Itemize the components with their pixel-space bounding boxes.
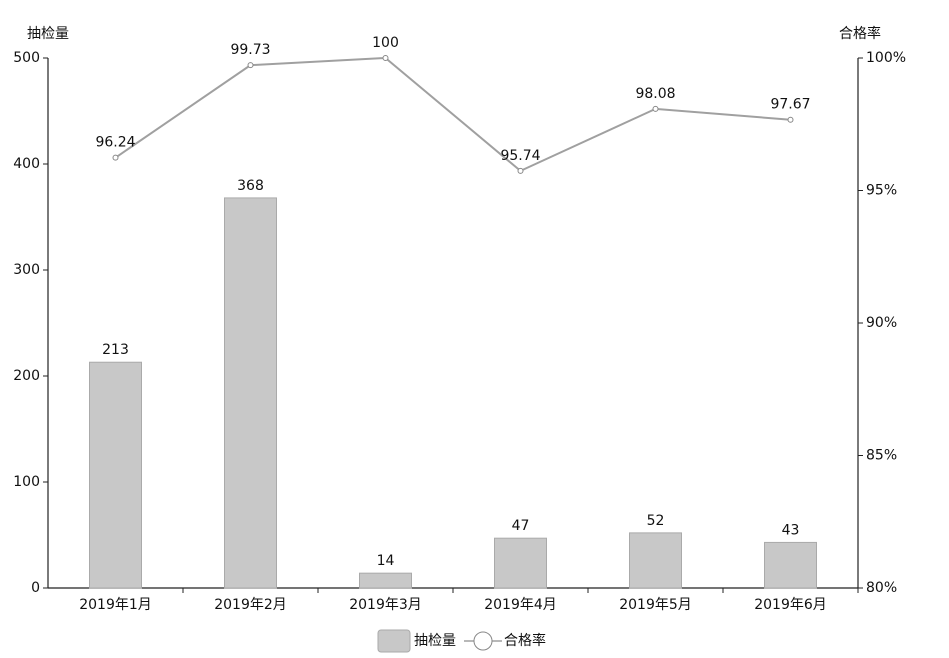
y2-axis-title: 合格率 [839,25,881,42]
y2-tick-label: 100% [866,50,906,66]
legend-marker [473,631,493,651]
line-point [247,62,254,69]
line-value-label: 100 [372,35,399,51]
y-tick-label: 100 [13,474,40,490]
line-value-label: 96.24 [95,135,135,151]
x-tick-label: 2019年5月 [619,597,692,613]
line-value-label: 98.08 [635,86,675,102]
x-tick-label: 2019年4月 [484,597,557,613]
bar [359,572,412,589]
bar-value-label: 368 [237,178,264,194]
legend-label: 抽检量 [414,633,456,649]
bar-value-label: 52 [647,513,665,529]
bar [764,541,817,589]
y2-tick-label: 85% [866,448,897,464]
line-value-label: 99.73 [230,42,270,58]
line-point [517,167,524,174]
x-tick-label: 2019年6月 [754,597,827,613]
y-tick-label: 400 [13,156,40,172]
y2-tick-label: 80% [866,580,897,596]
line-value-label: 95.74 [500,148,540,164]
line-value-label: 97.67 [770,97,810,113]
line-point [382,55,389,61]
y2-tick-label: 95% [866,183,897,199]
bar-value-label: 14 [377,553,395,569]
y-tick-label: 0 [31,580,40,596]
legend-label: 合格率 [504,632,546,649]
line-point [787,116,794,123]
line-point [112,154,119,161]
y-tick-label: 300 [13,262,40,278]
x-tick-label: 2019年3月 [349,597,422,613]
bar-value-label: 213 [102,342,129,358]
legend-swatch [377,629,411,653]
bar [494,537,547,589]
bar [629,532,682,589]
bar [89,361,142,589]
line-point [652,105,659,112]
x-tick-label: 2019年1月 [79,597,152,613]
bar [224,197,277,589]
y-tick-label: 500 [13,50,40,66]
y-tick-label: 200 [13,368,40,384]
bar-value-label: 43 [782,522,800,538]
y-axis-title: 抽检量 [27,26,69,42]
line [114,56,791,173]
y2-tick-label: 90% [866,315,897,331]
bar-value-label: 47 [512,518,530,534]
x-tick-label: 2019年2月 [214,597,287,613]
